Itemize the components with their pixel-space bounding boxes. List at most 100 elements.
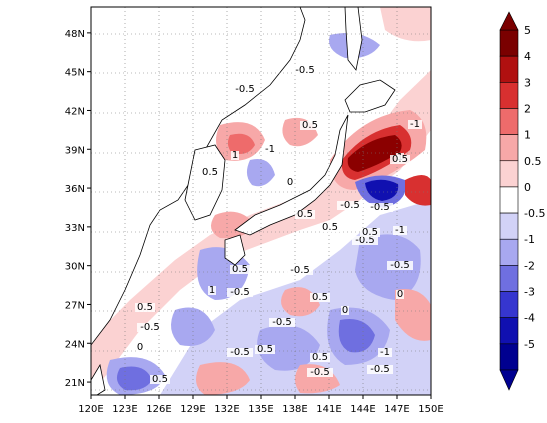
negative-patch xyxy=(171,307,215,346)
sakhalin xyxy=(344,7,363,71)
contour-label: 0.5 xyxy=(297,209,313,220)
lon-tick-label: 138E xyxy=(282,404,307,415)
latitude-axis: 21N 24N 27N 30N 33N 36N 39N 42N 45N 48N xyxy=(65,29,91,389)
colorbar-segment xyxy=(499,343,519,371)
contour-label: 0.5 xyxy=(257,344,273,355)
colorbar-label: 0.5 xyxy=(524,155,542,168)
contour-labels: -0.5 0.5 1 -1 0 -0.5 0.5 -1 1 0.5 -0.5 -0.5 0.5 -0.5 0… xyxy=(135,65,422,385)
contour-label-bg xyxy=(150,375,170,384)
contour-label: -0.5 xyxy=(295,65,315,76)
lat-tick-label: 39N xyxy=(65,145,85,156)
contour-label-bg xyxy=(292,66,318,75)
contour-label-bg xyxy=(286,178,294,187)
lat-tick-label: 42N xyxy=(65,106,85,117)
contour-label: -0.5 xyxy=(310,367,330,378)
colorbar-label: 0 xyxy=(524,181,531,194)
contour-label: 0 xyxy=(287,177,293,188)
kyushu xyxy=(224,234,246,266)
contour-label-bg xyxy=(135,303,155,312)
lon-tick-label: 120E xyxy=(78,404,103,415)
colorbar-segment xyxy=(499,291,519,318)
contour-label: -0.5 xyxy=(230,347,250,358)
negative-patch xyxy=(257,325,320,371)
contour-label: -0.5 xyxy=(235,84,255,95)
lon-tick-label: 141E xyxy=(316,404,341,415)
colorbar-label: 4 xyxy=(524,50,531,63)
colorbar-top-arrow xyxy=(499,11,519,31)
contour-label: 1 xyxy=(209,285,215,296)
colorbar-label: 1 xyxy=(524,129,531,142)
strong-negative-core xyxy=(365,179,399,201)
colorbar-segment xyxy=(499,238,519,266)
contour-label-bg xyxy=(390,155,410,164)
positive-patch xyxy=(405,175,431,206)
contour-label-bg xyxy=(227,348,253,357)
colorbar-label: -5 xyxy=(524,338,535,351)
contour-label-bg xyxy=(137,323,163,332)
contour-label: 0.5 xyxy=(362,227,378,238)
negative-patch xyxy=(246,159,275,187)
contour-label-bg xyxy=(269,318,295,327)
hokkaido xyxy=(344,79,396,113)
colorbar-segment xyxy=(499,82,519,109)
colorbar-label: -4 xyxy=(524,312,535,325)
colorbar-bottom-arrow xyxy=(499,369,519,391)
contour-label: 1 xyxy=(232,150,238,161)
lat-tick-label: 33N xyxy=(65,223,85,234)
contour-label: 0.5 xyxy=(312,292,328,303)
contour-label: -0.5 xyxy=(390,260,410,271)
positive-patch xyxy=(395,289,431,341)
lat-tick-label: 24N xyxy=(65,339,85,350)
colorbar-segment xyxy=(499,265,519,292)
colorbar-segment xyxy=(499,108,519,135)
colorbar-label: -2 xyxy=(524,259,535,272)
contour-label: -0.5 xyxy=(370,202,390,213)
contour-label-bg xyxy=(367,203,393,212)
lat-tick-label: 21N xyxy=(65,378,85,389)
colorbar-label: -3 xyxy=(524,286,535,299)
contour-label-bg xyxy=(136,343,144,352)
colorbar-segment xyxy=(499,212,519,240)
contour-label: -1 xyxy=(395,225,405,236)
colorbar-label: 3 xyxy=(524,76,531,89)
contour-label: 0.5 xyxy=(232,264,248,275)
lon-tick-label: 144E xyxy=(350,404,375,415)
contour-label: -0.5 xyxy=(370,364,390,375)
contour-label: -1 xyxy=(410,119,420,130)
lat-tick-label: 48N xyxy=(65,29,85,40)
positive-patch xyxy=(227,133,255,154)
contour-label-bg xyxy=(310,293,330,302)
contour-label: -1 xyxy=(265,144,275,155)
contour-label-bg xyxy=(341,306,349,315)
colorbar-segment xyxy=(499,160,519,188)
contour-label-bg xyxy=(200,168,220,177)
contour-label: 0.5 xyxy=(302,120,318,131)
contour-label: 0.5 xyxy=(322,222,338,233)
contour-label-bg xyxy=(396,290,404,299)
contour-label: -0.5 xyxy=(272,317,292,328)
graticule xyxy=(91,7,431,395)
contour-label: -0.5 xyxy=(290,265,310,276)
lon-tick-label: 123E xyxy=(112,404,137,415)
contour-label-bg xyxy=(231,151,239,160)
colorbar-segment xyxy=(499,317,519,345)
negative-patch xyxy=(338,319,375,353)
colorbar-label: -0.5 xyxy=(524,207,545,220)
contour-label-bg xyxy=(408,120,422,129)
contour-label: 0.5 xyxy=(152,374,168,385)
positive-patch xyxy=(380,7,431,42)
lon-tick-label: 126E xyxy=(146,404,171,415)
contour-label: -1 xyxy=(380,347,390,358)
contour-label-bg xyxy=(337,201,363,210)
lat-tick-label: 45N xyxy=(65,68,85,79)
strong-positive-core xyxy=(347,135,402,172)
lon-tick-label: 129E xyxy=(180,404,205,415)
lon-tick-label: 135E xyxy=(248,404,273,415)
contour-label: -0.5 xyxy=(230,287,250,298)
lat-tick-label: 30N xyxy=(65,262,85,273)
taiwan xyxy=(91,363,106,395)
honshu xyxy=(234,114,349,236)
contour-label-bg xyxy=(230,265,250,274)
colorbar-label: 2 xyxy=(524,102,531,115)
